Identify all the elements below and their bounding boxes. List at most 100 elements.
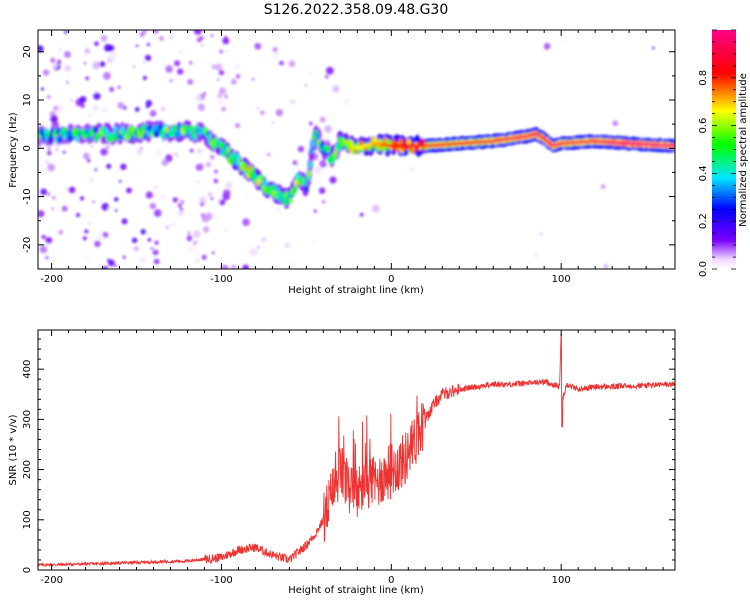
heatmap-cell — [47, 147, 51, 150]
heatmap-cell — [193, 241, 197, 245]
heatmap-cell — [57, 136, 62, 144]
y-tick-label: -20 — [22, 237, 33, 253]
heatmap-cell — [222, 37, 230, 45]
heatmap-cell — [279, 60, 284, 66]
heatmap-cell — [326, 66, 334, 75]
heatmap-cell — [122, 106, 127, 110]
heatmap-cell — [142, 60, 146, 65]
heatmap-cell — [132, 65, 136, 69]
heatmap-cell — [84, 55, 87, 59]
snr-frame — [37, 329, 676, 571]
heatmap-cell — [235, 74, 241, 79]
heatmap-cell — [147, 237, 152, 242]
heatmap-cell — [303, 179, 308, 187]
heatmap-cell — [194, 250, 199, 255]
heatmap-cell — [160, 106, 166, 112]
heatmap-cell — [45, 160, 49, 165]
heatmap-cell — [290, 99, 295, 105]
heatmap-cell — [107, 206, 113, 212]
heatmap-cell — [313, 209, 317, 213]
heatmap-cell — [172, 124, 177, 132]
heatmap-cell — [214, 63, 223, 71]
heatmap-cell — [285, 191, 290, 199]
y-tick-label: 200 — [22, 460, 33, 479]
heatmap-cell — [216, 77, 220, 82]
heatmap-cell — [99, 61, 106, 67]
heatmap-cell — [109, 51, 117, 60]
heatmap-cell — [146, 42, 150, 47]
heatmap-cell — [262, 179, 268, 187]
heatmap-cell — [297, 145, 305, 153]
heatmap-cell — [176, 155, 179, 158]
heatmap-cell — [275, 109, 283, 117]
heatmap-cell — [145, 191, 153, 199]
heatmap-cell — [231, 79, 237, 85]
heatmap-cell — [45, 237, 53, 244]
heatmap-cell — [139, 256, 146, 264]
heatmap-cell — [284, 242, 291, 249]
heatmap-cell — [79, 96, 87, 103]
heatmap-cell — [92, 126, 98, 134]
heatmap-cell — [102, 107, 108, 113]
heatmap-cell — [94, 168, 98, 171]
heatmap-cell — [214, 169, 218, 174]
heatmap-cell — [50, 115, 58, 123]
heatmap-cell — [325, 75, 329, 79]
heatmap-cell — [308, 161, 313, 169]
heatmap-cell — [224, 79, 231, 87]
heatmap-cell — [92, 200, 95, 203]
y-tick-label: 10 — [22, 94, 33, 107]
heatmap-cell — [256, 107, 260, 110]
heatmap-cell — [260, 237, 266, 243]
heatmap-cell — [287, 197, 293, 205]
heatmap-cell — [272, 46, 278, 53]
heatmap-cell — [260, 110, 265, 116]
heatmap-cell — [149, 110, 157, 117]
heatmap-cell — [391, 139, 396, 146]
heatmap-cell — [195, 258, 200, 263]
heatmap-cell — [324, 125, 332, 133]
heatmap-cell — [139, 32, 145, 37]
heatmap-cell — [315, 132, 320, 140]
heatmap-cell — [154, 186, 157, 189]
heatmap-cell — [161, 194, 166, 199]
snr-x-label: Height of straight line (km) — [288, 585, 424, 596]
heatmap-cell — [100, 148, 108, 156]
heatmap-cell — [201, 254, 207, 260]
heatmap-cell — [165, 225, 170, 230]
heatmap-cell — [133, 246, 139, 252]
heatmap-cell — [73, 62, 76, 65]
heatmap-cell — [306, 170, 312, 177]
heatmap-cell — [177, 203, 182, 208]
heatmap-cell — [603, 263, 609, 269]
heatmap-cell — [102, 266, 108, 269]
heatmap-cell — [224, 227, 229, 232]
heatmap-cell — [223, 189, 231, 197]
heatmap-cell — [232, 44, 236, 48]
heatmap-cell — [120, 163, 127, 170]
y-tick-label: 0 — [22, 145, 33, 151]
heatmap-cell — [52, 62, 58, 69]
snr-series-line — [38, 333, 675, 568]
heatmap-cell — [203, 92, 207, 95]
heatmap-cell — [251, 170, 256, 177]
heatmap-cell — [359, 140, 364, 147]
heatmap-cell — [51, 207, 54, 210]
heatmap-cell — [309, 147, 314, 155]
snr-x-ticks: -200 -100 0 100 — [40, 330, 664, 586]
heatmap-cell — [152, 249, 159, 256]
heatmap-cell — [325, 145, 331, 153]
heatmap-cell — [113, 125, 118, 133]
heatmap-cell — [310, 140, 315, 147]
heatmap-cell — [117, 85, 121, 89]
heatmap-cell — [144, 54, 152, 62]
x-tick-label: 100 — [552, 274, 571, 285]
heatmap-cell — [304, 185, 309, 193]
heatmap-cell — [179, 199, 185, 205]
heatmap-cell — [210, 34, 214, 38]
heatmap-cell — [234, 64, 240, 70]
heatmap-cell — [563, 37, 568, 42]
heatmap-cell — [295, 162, 299, 166]
heatmap-cell — [225, 181, 233, 189]
